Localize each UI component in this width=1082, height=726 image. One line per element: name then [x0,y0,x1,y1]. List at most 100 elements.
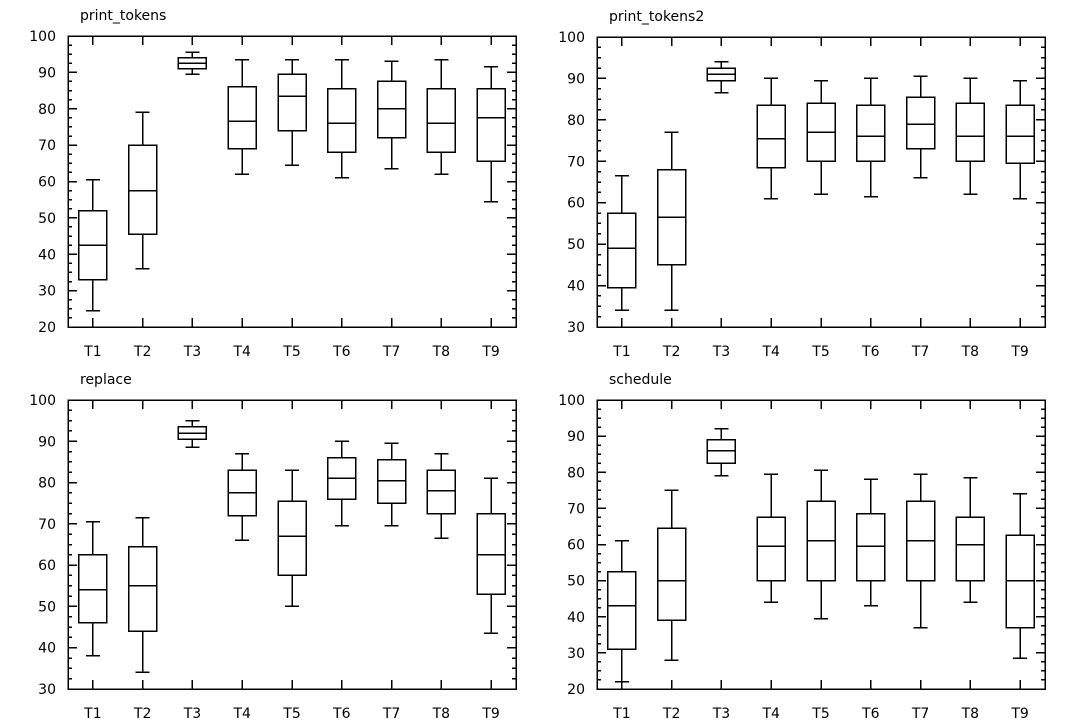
box-T2 [127,111,158,270]
x-tick-label: T9 [481,344,499,360]
panel-title: replace [80,372,132,388]
y-tick-label: 50 [567,237,585,253]
iqr-box [476,512,506,595]
panel-0: print_tokens 20 30 40 50 60 70 80 90 100 T1 T2 T3 T4 T… [29,8,517,360]
box-T6 [856,77,886,198]
x-tick-label: T3 [712,344,730,360]
box-T5 [277,58,307,166]
x-tick-label: T6 [332,344,351,360]
x-tick-label: T3 [183,344,201,360]
x-tick-label: T6 [861,344,880,360]
box-T4 [756,77,786,200]
y-tick-label: 60 [38,175,56,191]
box-T5 [277,469,307,608]
x-tick-label: T3 [183,706,201,722]
box-T1 [607,175,637,312]
iqr-box [476,87,506,163]
x-tick-label: T4 [232,344,251,360]
box-T7 [376,442,407,527]
y-tick-label: 70 [38,517,56,533]
y-tick-label: 40 [38,641,56,657]
iqr-box [376,459,407,504]
x-tick-label: T1 [83,344,101,360]
iqr-box [127,545,158,632]
x-tick-label: T4 [761,706,780,722]
iqr-box [955,102,986,163]
y-tick-label: 90 [567,429,585,445]
y-tick-label: 100 [558,30,585,46]
y-tick-label: 60 [567,538,585,554]
iqr-box [376,80,407,139]
panel-1: print_tokens2 30 40 50 60 70 80 90 100 T1 T2 T3 T4 T5… [558,9,1046,360]
y-tick-label: 30 [38,682,56,698]
panel-3: schedule 20 30 40 50 60 70 80 90 100 T1 T2 T3 T4 T5 T6 T… [558,372,1046,722]
box-T8 [426,452,457,540]
x-tick-label: T7 [382,706,400,722]
y-tick-label: 70 [38,138,56,154]
y-tick-label: 20 [38,320,56,336]
iqr-box [127,144,158,235]
x-tick-label: T5 [282,344,300,360]
iqr-box [955,516,986,582]
x-tick-label: T8 [961,344,979,360]
box-T5 [806,469,836,620]
box-T8 [955,77,986,196]
box-T3 [177,51,208,75]
iqr-box [856,104,886,163]
box-T7 [905,75,936,179]
y-tick-label: 30 [567,320,585,336]
panel-title: schedule [609,372,672,388]
box-T2 [127,516,158,674]
x-tick-label: T7 [911,344,929,360]
y-tick-label: 90 [567,71,585,87]
iqr-box [656,527,687,622]
box-T1 [78,178,108,312]
y-tick-label: 40 [38,247,56,263]
box-T9 [476,66,506,203]
x-tick-label: T7 [911,706,929,722]
iqr-box [905,96,936,150]
y-tick-label: 50 [38,599,56,615]
iqr-box [756,516,786,582]
y-tick-label: 100 [558,393,585,409]
box-T5 [806,79,836,196]
iqr-box [1005,104,1035,165]
box-T6 [856,478,886,607]
x-tick-label: T1 [612,706,630,722]
y-tick-label: 80 [38,476,56,492]
x-tick-label: T2 [662,706,680,722]
x-tick-label: T9 [481,706,499,722]
box-T3 [706,61,737,94]
y-tick-label: 30 [567,646,585,662]
iqr-box [706,438,737,464]
y-tick-label: 50 [567,574,585,590]
x-tick-label: T6 [861,706,880,722]
x-tick-label: T9 [1010,706,1028,722]
x-tick-label: T2 [662,344,680,360]
box-T2 [656,131,687,312]
iqr-box [277,500,307,577]
x-tick-label: T1 [83,706,101,722]
iqr-box [607,212,637,289]
y-tick-label: 30 [38,284,56,300]
box-T1 [607,540,637,683]
box-T9 [1005,79,1035,200]
box-T7 [905,473,936,629]
y-tick-label: 80 [567,113,585,129]
iqr-box [227,86,257,150]
x-tick-label: T9 [1010,344,1028,360]
panel-title: print_tokens [80,8,166,24]
y-tick-label: 40 [567,610,585,626]
box-T6 [327,58,357,179]
y-tick-label: 100 [29,29,56,45]
iqr-box [277,73,307,132]
y-tick-label: 60 [38,558,56,574]
box-T6 [327,440,357,527]
iqr-box [426,87,457,154]
iqr-box [1005,534,1035,629]
iqr-box [607,570,637,651]
x-tick-label: T2 [133,344,151,360]
box-T9 [476,477,506,635]
box-T7 [376,60,407,170]
